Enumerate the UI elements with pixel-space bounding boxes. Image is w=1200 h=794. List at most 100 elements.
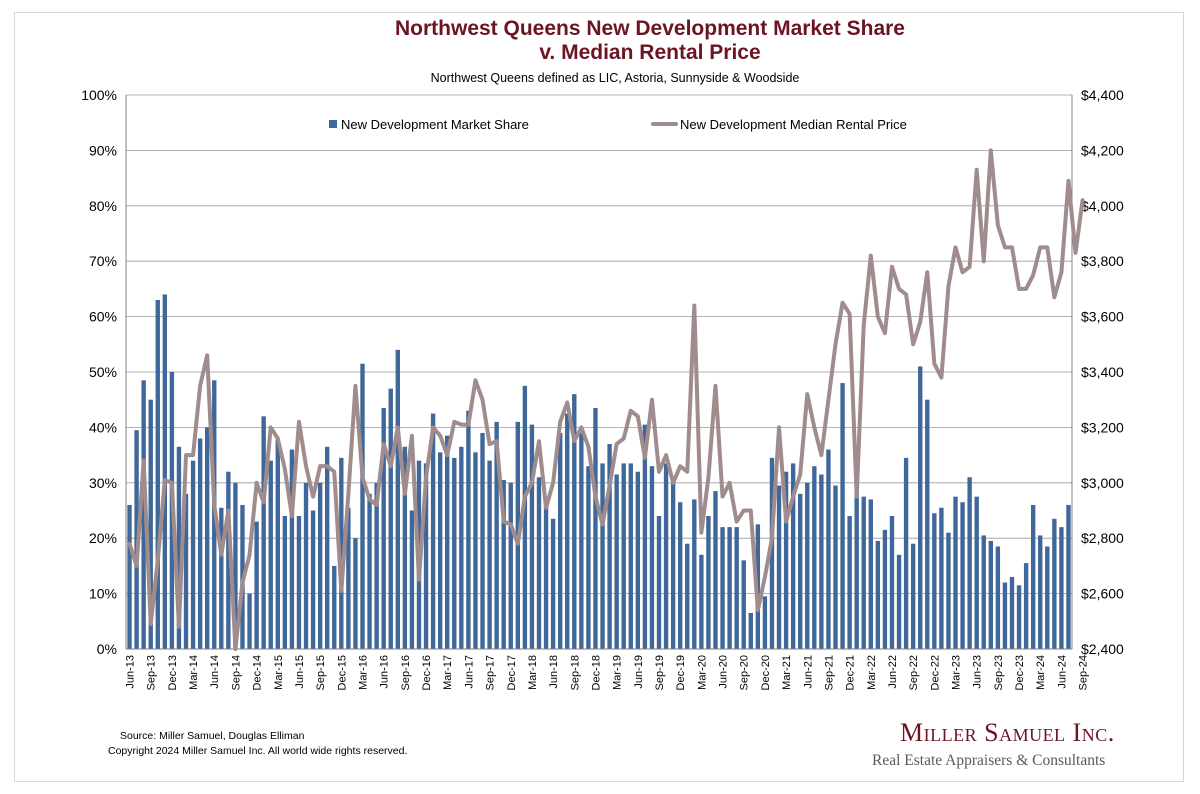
x-tick-label: Dec-15 [336,655,348,690]
chart-subtitle: Northwest Queens defined as LIC, Astoria… [430,71,800,85]
x-tick-label: Mar-15 [273,655,285,690]
bar [1045,546,1050,649]
bar [148,399,153,649]
x-tick-label: Dec-23 [1014,655,1026,690]
bar [501,480,506,649]
bar [1052,518,1057,649]
bar [932,513,937,649]
bar [452,457,457,649]
legend-label-rental-price: New Development Median Rental Price [680,117,907,132]
y-right-tick-label: $3,000 [1081,475,1124,491]
bar [960,502,965,649]
bar [798,493,803,649]
x-tick-label: Sep-21 [823,655,835,690]
bar [296,516,302,649]
bar [204,427,210,649]
bar [685,543,690,649]
y-right-tick-label: $4,000 [1081,198,1124,214]
y-left-tick-label: 40% [89,419,117,435]
bar [776,485,782,649]
bar [550,518,556,649]
bar [289,449,295,649]
x-tick-label: Jun-22 [887,655,899,689]
bar [995,546,1001,649]
y-right-tick-label: $3,800 [1081,253,1124,269]
x-tick-label: Mar-23 [951,655,963,690]
x-tick-label: Dec-18 [590,655,602,690]
x-tick-label: Dec-22 [929,655,941,690]
bar [621,463,626,649]
y-right-tick-label: $3,200 [1081,419,1124,435]
bar [826,449,831,649]
x-tick-label: Jun-15 [294,655,306,689]
bar [734,527,739,649]
bar [896,554,902,649]
x-tick-label: Dec-17 [506,655,518,690]
bar [395,349,400,649]
bar [459,446,464,649]
bar [1009,576,1015,649]
bar [946,532,951,649]
bar [670,482,676,649]
bar [847,516,852,649]
legend-swatch-market-share [329,120,337,128]
x-tick-label: Sep-24 [1078,655,1090,690]
bar [974,496,979,649]
y-left-tick-label: 0% [97,641,117,657]
x-tick-label: Mar-14 [188,655,200,690]
bar [833,485,838,649]
bar [875,540,881,649]
bar [812,466,817,649]
bar [529,424,535,649]
y-left-tick-label: 30% [89,475,117,491]
bar [939,507,944,649]
bar [925,399,930,649]
y-left-tick-label: 100% [81,87,117,103]
bar [762,596,768,649]
bar [677,502,683,649]
bar [1023,563,1029,649]
bar [628,463,633,649]
bar [141,380,146,649]
y-left-tick-label: 80% [89,198,117,214]
bar [572,394,577,649]
bar [953,496,958,649]
bar [769,457,775,649]
bar [967,477,972,649]
bar [727,527,732,649]
y-left-tick-label: 10% [89,586,117,602]
bar [706,516,711,649]
x-tick-label: Mar-22 [866,655,878,690]
bar [219,507,224,649]
y-right-tick-label: $2,400 [1081,641,1124,657]
bar [543,496,549,649]
x-tick-label: Jun-18 [548,655,560,689]
bar [360,363,365,649]
bar [854,488,859,649]
x-tick-label: Mar-24 [1035,655,1047,690]
bar [268,460,273,649]
x-tick-label: Jun-17 [463,655,475,689]
y-left-tick-label: 60% [89,309,117,325]
x-tick-label: Sep-17 [485,655,497,690]
bar [536,477,542,649]
bar [819,474,824,649]
chart-title-line2: v. Median Rental Price [539,41,761,64]
x-tick-label: Jun-21 [802,655,814,689]
bar [466,410,471,649]
bar [1038,535,1043,649]
x-tick-label: Dec-19 [675,655,687,690]
bar [593,408,598,649]
bar [805,482,810,649]
bar [642,424,648,649]
bar [565,413,570,649]
x-tick-label: Sep-15 [315,655,327,690]
bar [649,466,655,649]
x-tick-label: Mar-19 [612,655,624,690]
y-right-tick-label: $3,400 [1081,364,1124,380]
y-right-tick-label: $2,800 [1081,530,1124,546]
x-tick-label: Sep-23 [993,655,1005,690]
x-tick-label: Dec-20 [760,655,772,690]
